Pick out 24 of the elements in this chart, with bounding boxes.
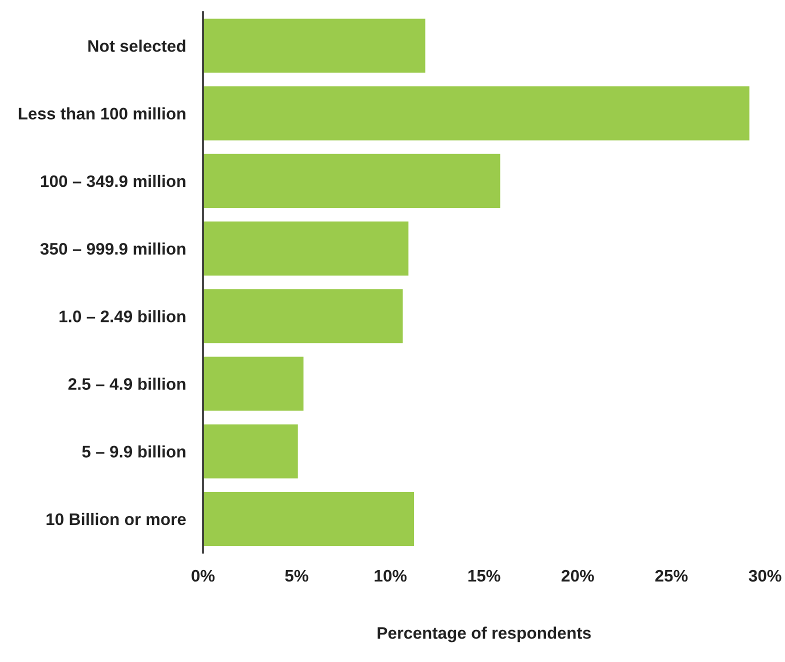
- x-tick-label: 15%: [468, 570, 500, 582]
- bar: [203, 355, 305, 412]
- y-tick-label: 350 – 999.9 million: [40, 242, 186, 255]
- y-tick-label: 1.0 – 2.49 billion: [60, 310, 186, 322]
- bar: [203, 84, 751, 142]
- x-tick-label: 5%: [285, 570, 308, 582]
- bar: [203, 490, 416, 548]
- x-tick-label: 30%: [748, 570, 782, 582]
- y-tick-label: Less than 100 million: [18, 107, 186, 120]
- y-tick-label: Not selected: [88, 40, 186, 52]
- bar: [203, 288, 404, 345]
- bar: [203, 220, 410, 277]
- x-tick-label: 20%: [562, 570, 594, 582]
- y-tick-label: 5 – 9.9 billion: [82, 445, 186, 458]
- bar: [203, 152, 502, 210]
- x-axis-title: Percentage of respondents: [378, 626, 591, 642]
- bar: [203, 17, 427, 74]
- x-tick-label: 10%: [374, 570, 407, 582]
- y-tick-label: 10 Billion or more: [46, 512, 186, 526]
- y-tick-label: 2.5 – 4.9 billion: [68, 378, 186, 390]
- x-tick-label: 25%: [655, 570, 688, 582]
- x-tick-label: 0%: [192, 570, 215, 582]
- y-tick-label: 100 – 349.9 million: [41, 174, 186, 188]
- bar: [203, 422, 300, 480]
